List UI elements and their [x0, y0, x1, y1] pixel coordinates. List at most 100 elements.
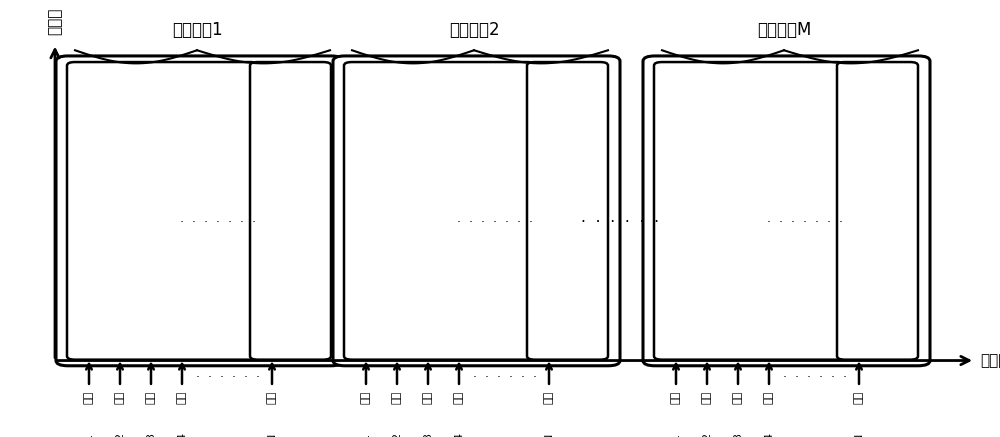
Bar: [265, 129, 293, 150]
Bar: [731, 87, 759, 108]
Bar: [852, 254, 880, 275]
Bar: [113, 87, 141, 108]
Bar: [762, 233, 790, 254]
FancyBboxPatch shape: [837, 62, 918, 360]
Bar: [731, 337, 759, 358]
FancyBboxPatch shape: [654, 62, 845, 360]
Bar: [542, 171, 570, 191]
Bar: [421, 108, 449, 129]
Bar: [542, 150, 570, 171]
Bar: [669, 212, 697, 233]
Bar: [359, 212, 387, 233]
Bar: [421, 254, 449, 275]
Bar: [390, 275, 418, 296]
Bar: [731, 275, 759, 296]
FancyBboxPatch shape: [344, 62, 535, 360]
Text: 波形: 波形: [84, 391, 94, 404]
Bar: [731, 150, 759, 171]
Bar: [669, 129, 697, 150]
Bar: [762, 129, 790, 150]
Bar: [669, 108, 697, 129]
Bar: [852, 233, 880, 254]
Text: ·  ·  ·  ·  ·  ·  ·: · · · · · · ·: [457, 216, 533, 229]
Bar: [542, 87, 570, 108]
Bar: [542, 337, 570, 358]
Bar: [421, 129, 449, 150]
Bar: [762, 150, 790, 171]
Bar: [390, 150, 418, 171]
Text: 波形: 波形: [267, 391, 277, 404]
Bar: [731, 212, 759, 233]
Bar: [762, 108, 790, 129]
Bar: [82, 296, 110, 317]
Text: 4: 4: [454, 433, 464, 437]
Text: N: N: [854, 433, 864, 437]
Bar: [452, 317, 480, 337]
Bar: [542, 233, 570, 254]
Bar: [700, 275, 728, 296]
Text: N: N: [267, 433, 277, 437]
Bar: [700, 129, 728, 150]
Bar: [113, 233, 141, 254]
Bar: [762, 296, 790, 317]
Bar: [390, 129, 418, 150]
Text: 方位向: 方位向: [980, 353, 1000, 368]
Bar: [113, 254, 141, 275]
Text: 距离向: 距离向: [48, 7, 62, 35]
Text: 波形: 波形: [764, 391, 774, 404]
Bar: [82, 191, 110, 212]
Bar: [452, 275, 480, 296]
Bar: [82, 254, 110, 275]
Bar: [669, 317, 697, 337]
Bar: [731, 296, 759, 317]
Bar: [144, 191, 172, 212]
Bar: [390, 254, 418, 275]
Bar: [113, 129, 141, 150]
Bar: [669, 233, 697, 254]
Bar: [852, 212, 880, 233]
Bar: [265, 337, 293, 358]
Bar: [452, 337, 480, 358]
Bar: [669, 296, 697, 317]
Bar: [265, 87, 293, 108]
Bar: [762, 254, 790, 275]
Bar: [452, 191, 480, 212]
Bar: [82, 87, 110, 108]
Bar: [359, 317, 387, 337]
Bar: [452, 254, 480, 275]
Text: 波形: 波形: [671, 391, 681, 404]
Bar: [390, 337, 418, 358]
Bar: [113, 108, 141, 129]
Text: 3: 3: [423, 433, 433, 437]
Bar: [359, 129, 387, 150]
Bar: [852, 87, 880, 108]
FancyBboxPatch shape: [643, 56, 930, 366]
Bar: [144, 87, 172, 108]
Bar: [731, 254, 759, 275]
Text: 接收阵元M: 接收阵元M: [757, 21, 811, 39]
Text: 波形: 波形: [423, 391, 433, 404]
Bar: [762, 87, 790, 108]
Bar: [731, 191, 759, 212]
Bar: [265, 296, 293, 317]
Bar: [175, 171, 203, 191]
Bar: [175, 87, 203, 108]
Bar: [669, 171, 697, 191]
Bar: [421, 212, 449, 233]
Bar: [421, 296, 449, 317]
Bar: [700, 317, 728, 337]
Bar: [542, 254, 570, 275]
Bar: [669, 337, 697, 358]
Bar: [669, 150, 697, 171]
Text: 波形: 波形: [146, 391, 156, 404]
Bar: [359, 108, 387, 129]
Bar: [144, 296, 172, 317]
Bar: [452, 296, 480, 317]
Bar: [762, 191, 790, 212]
Bar: [175, 108, 203, 129]
Bar: [669, 191, 697, 212]
Text: 3: 3: [146, 433, 156, 437]
Bar: [700, 337, 728, 358]
FancyBboxPatch shape: [333, 56, 620, 366]
Bar: [265, 275, 293, 296]
